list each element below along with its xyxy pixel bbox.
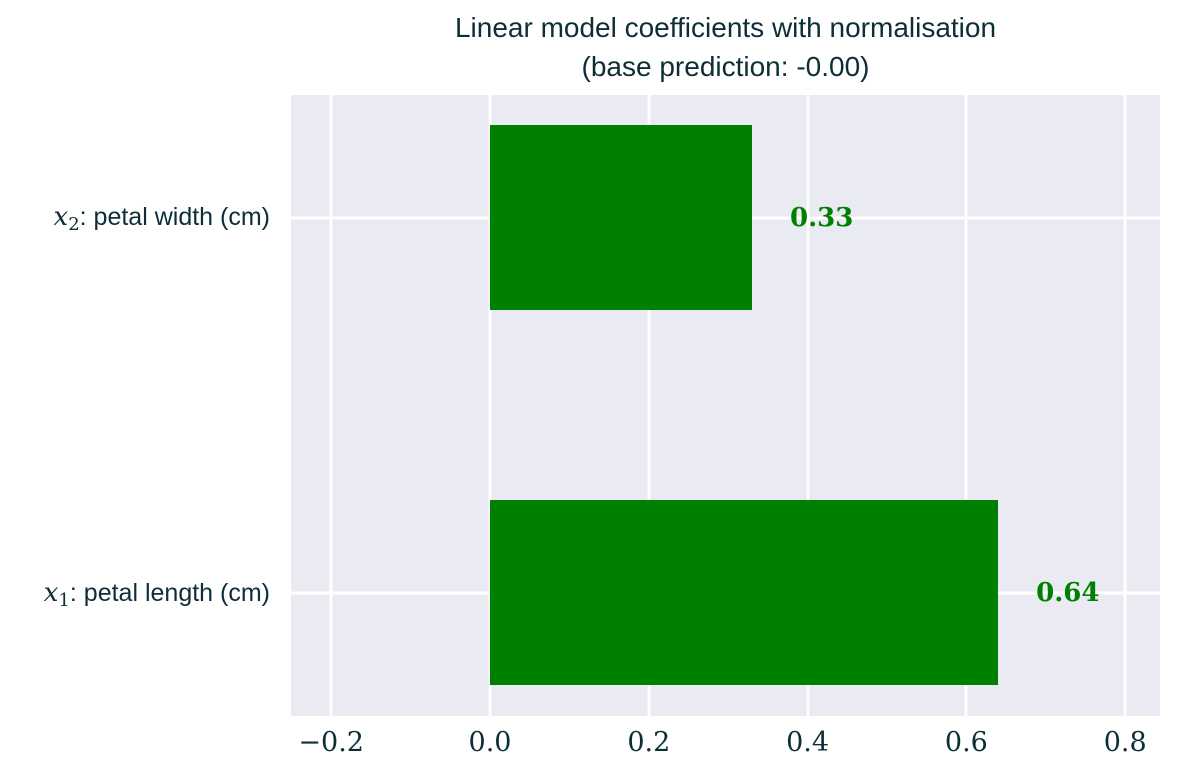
- chart-title-line2: (base prediction: -0.00): [581, 51, 870, 82]
- y-axis-label-petal-length: x1: petal length (cm): [43, 578, 270, 611]
- bar-x_1: petal length (cm): [490, 500, 999, 685]
- y-axis-label-petal-width: x2: petal width (cm): [53, 202, 270, 235]
- x-tick-label-0.8: 0.8: [1103, 727, 1147, 758]
- x-tick-label-0.6: 0.6: [944, 727, 988, 758]
- plot-area: 0.33 0.64: [291, 95, 1160, 716]
- y-label-text: : petal width (cm): [79, 203, 270, 231]
- bar-value-label-0.33: 0.33: [790, 202, 854, 233]
- x-tick-label-0.0: 0.0: [468, 727, 512, 758]
- y-label-text: : petal length (cm): [69, 579, 270, 607]
- chart-title: Linear model coefficients with normalisa…: [291, 8, 1160, 86]
- x-tick-label-0.2: 0.2: [627, 727, 671, 758]
- math-var-x2: x: [53, 202, 69, 232]
- math-sub-1: 1: [58, 590, 70, 611]
- bar-value-label-0.64: 0.64: [1036, 577, 1100, 608]
- gridline-vertical-0.2: [647, 95, 651, 716]
- x-tick-label-0.4: 0.4: [786, 727, 830, 758]
- math-sub-2: 2: [68, 214, 80, 235]
- gridline-vertical-0.4: [806, 95, 810, 716]
- gridline-vertical-0.6: [964, 95, 968, 716]
- chart-title-line1: Linear model coefficients with normalisa…: [454, 12, 997, 43]
- bar-x_2: petal width (cm): [490, 125, 753, 310]
- gridline-vertical-−0.2: [329, 95, 333, 716]
- x-tick-label-−0.2: −0.2: [298, 727, 364, 758]
- gridline-vertical-0.0: [488, 95, 492, 716]
- math-var-x1: x: [43, 578, 59, 608]
- gridline-vertical-0.8: [1123, 95, 1127, 716]
